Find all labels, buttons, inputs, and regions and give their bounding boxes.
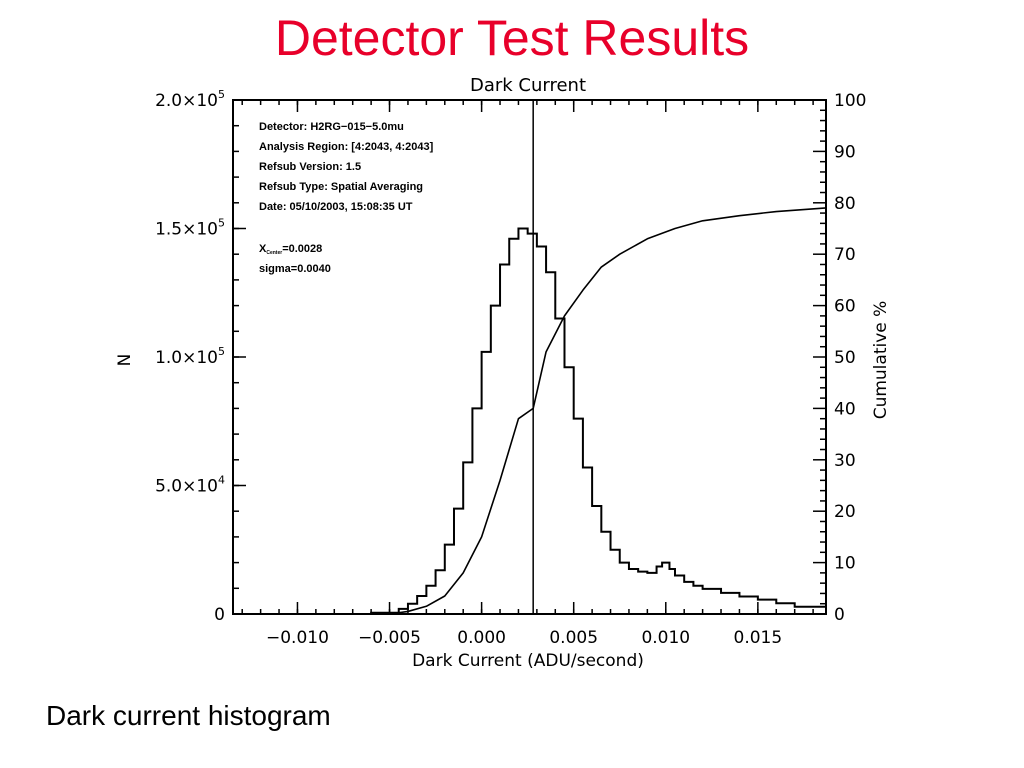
- dark-current-chart: Dark Current −0.010 −0.005 0.000 0.005 0.010…: [115, 75, 891, 671]
- y2-tick-label: 30: [834, 451, 856, 471]
- x-tick-label: 0.000: [457, 628, 506, 648]
- y-tick-label: 5.0×104: [155, 474, 225, 497]
- histogram-series: [233, 227, 827, 615]
- y2-axis-label: Cumulative %: [871, 301, 891, 420]
- axis-ticks: −0.010 −0.005 0.000 0.005 0.010 0.015 0 5.0×104…: [155, 88, 866, 648]
- annotation-xcenter-value: =0.0028: [282, 243, 322, 255]
- x-tick-label: 0.010: [641, 628, 690, 648]
- annotation-region: Analysis Region: [4:2043, 4:2043]: [259, 141, 434, 153]
- annotation-xcenter-sub: Center: [266, 250, 282, 256]
- y-tick-label: 0: [214, 605, 225, 625]
- plot-border: [232, 99, 827, 615]
- annotation-date: Date: 05/10/2003, 15:08:35 UT: [259, 201, 413, 213]
- x-tick-label: 0.005: [549, 628, 598, 648]
- y2-tick-label: 80: [834, 194, 856, 214]
- x-tick-label: −0.005: [358, 628, 421, 648]
- annotation-refsub-type: Refsub Type: Spatial Averaging: [259, 181, 423, 193]
- y2-tick-label: 40: [834, 399, 856, 419]
- y-tick-label: 1.0×105: [155, 345, 225, 368]
- plot-frame: [232, 99, 827, 615]
- y2-tick-label: 70: [834, 245, 856, 265]
- annotation-detector: Detector: H2RG−015−5.0mu: [259, 121, 404, 133]
- annotation-box: Detector: H2RG−015−5.0mu Analysis Region…: [259, 121, 434, 275]
- annotation-refsub-version: Refsub Version: 1.5: [259, 161, 361, 173]
- y-tick-label: 2.0×105: [155, 88, 225, 111]
- y2-tick-label: 10: [834, 554, 856, 574]
- y2-tick-label: 60: [834, 297, 856, 317]
- slide-caption: Dark current histogram: [46, 700, 331, 731]
- y-tick-label: 1.5×105: [155, 217, 225, 240]
- slide-title: Detector Test Results: [274, 10, 750, 66]
- y2-tick-label: 100: [834, 91, 866, 111]
- y2-tick-label: 50: [834, 348, 856, 368]
- annotation-xcenter: XCenter=0.0028: [259, 243, 322, 256]
- y-axis-label: N: [115, 354, 135, 367]
- y2-tick-label: 0: [834, 605, 845, 625]
- y2-tick-label: 20: [834, 502, 856, 522]
- cumulative-series: [233, 207, 827, 615]
- chart-title: Dark Current: [470, 75, 586, 96]
- annotation-sigma: sigma=0.0040: [259, 263, 331, 275]
- axis-labels: Dark Current (ADU/second) N Cumulative %: [115, 301, 891, 671]
- annotation-xcenter-prefix: X: [259, 243, 267, 255]
- x-tick-label: 0.015: [734, 628, 783, 648]
- y2-tick-label: 90: [834, 142, 856, 162]
- x-tick-label: −0.010: [266, 628, 329, 648]
- x-axis-label: Dark Current (ADU/second): [412, 651, 644, 671]
- series-layer: [233, 100, 827, 615]
